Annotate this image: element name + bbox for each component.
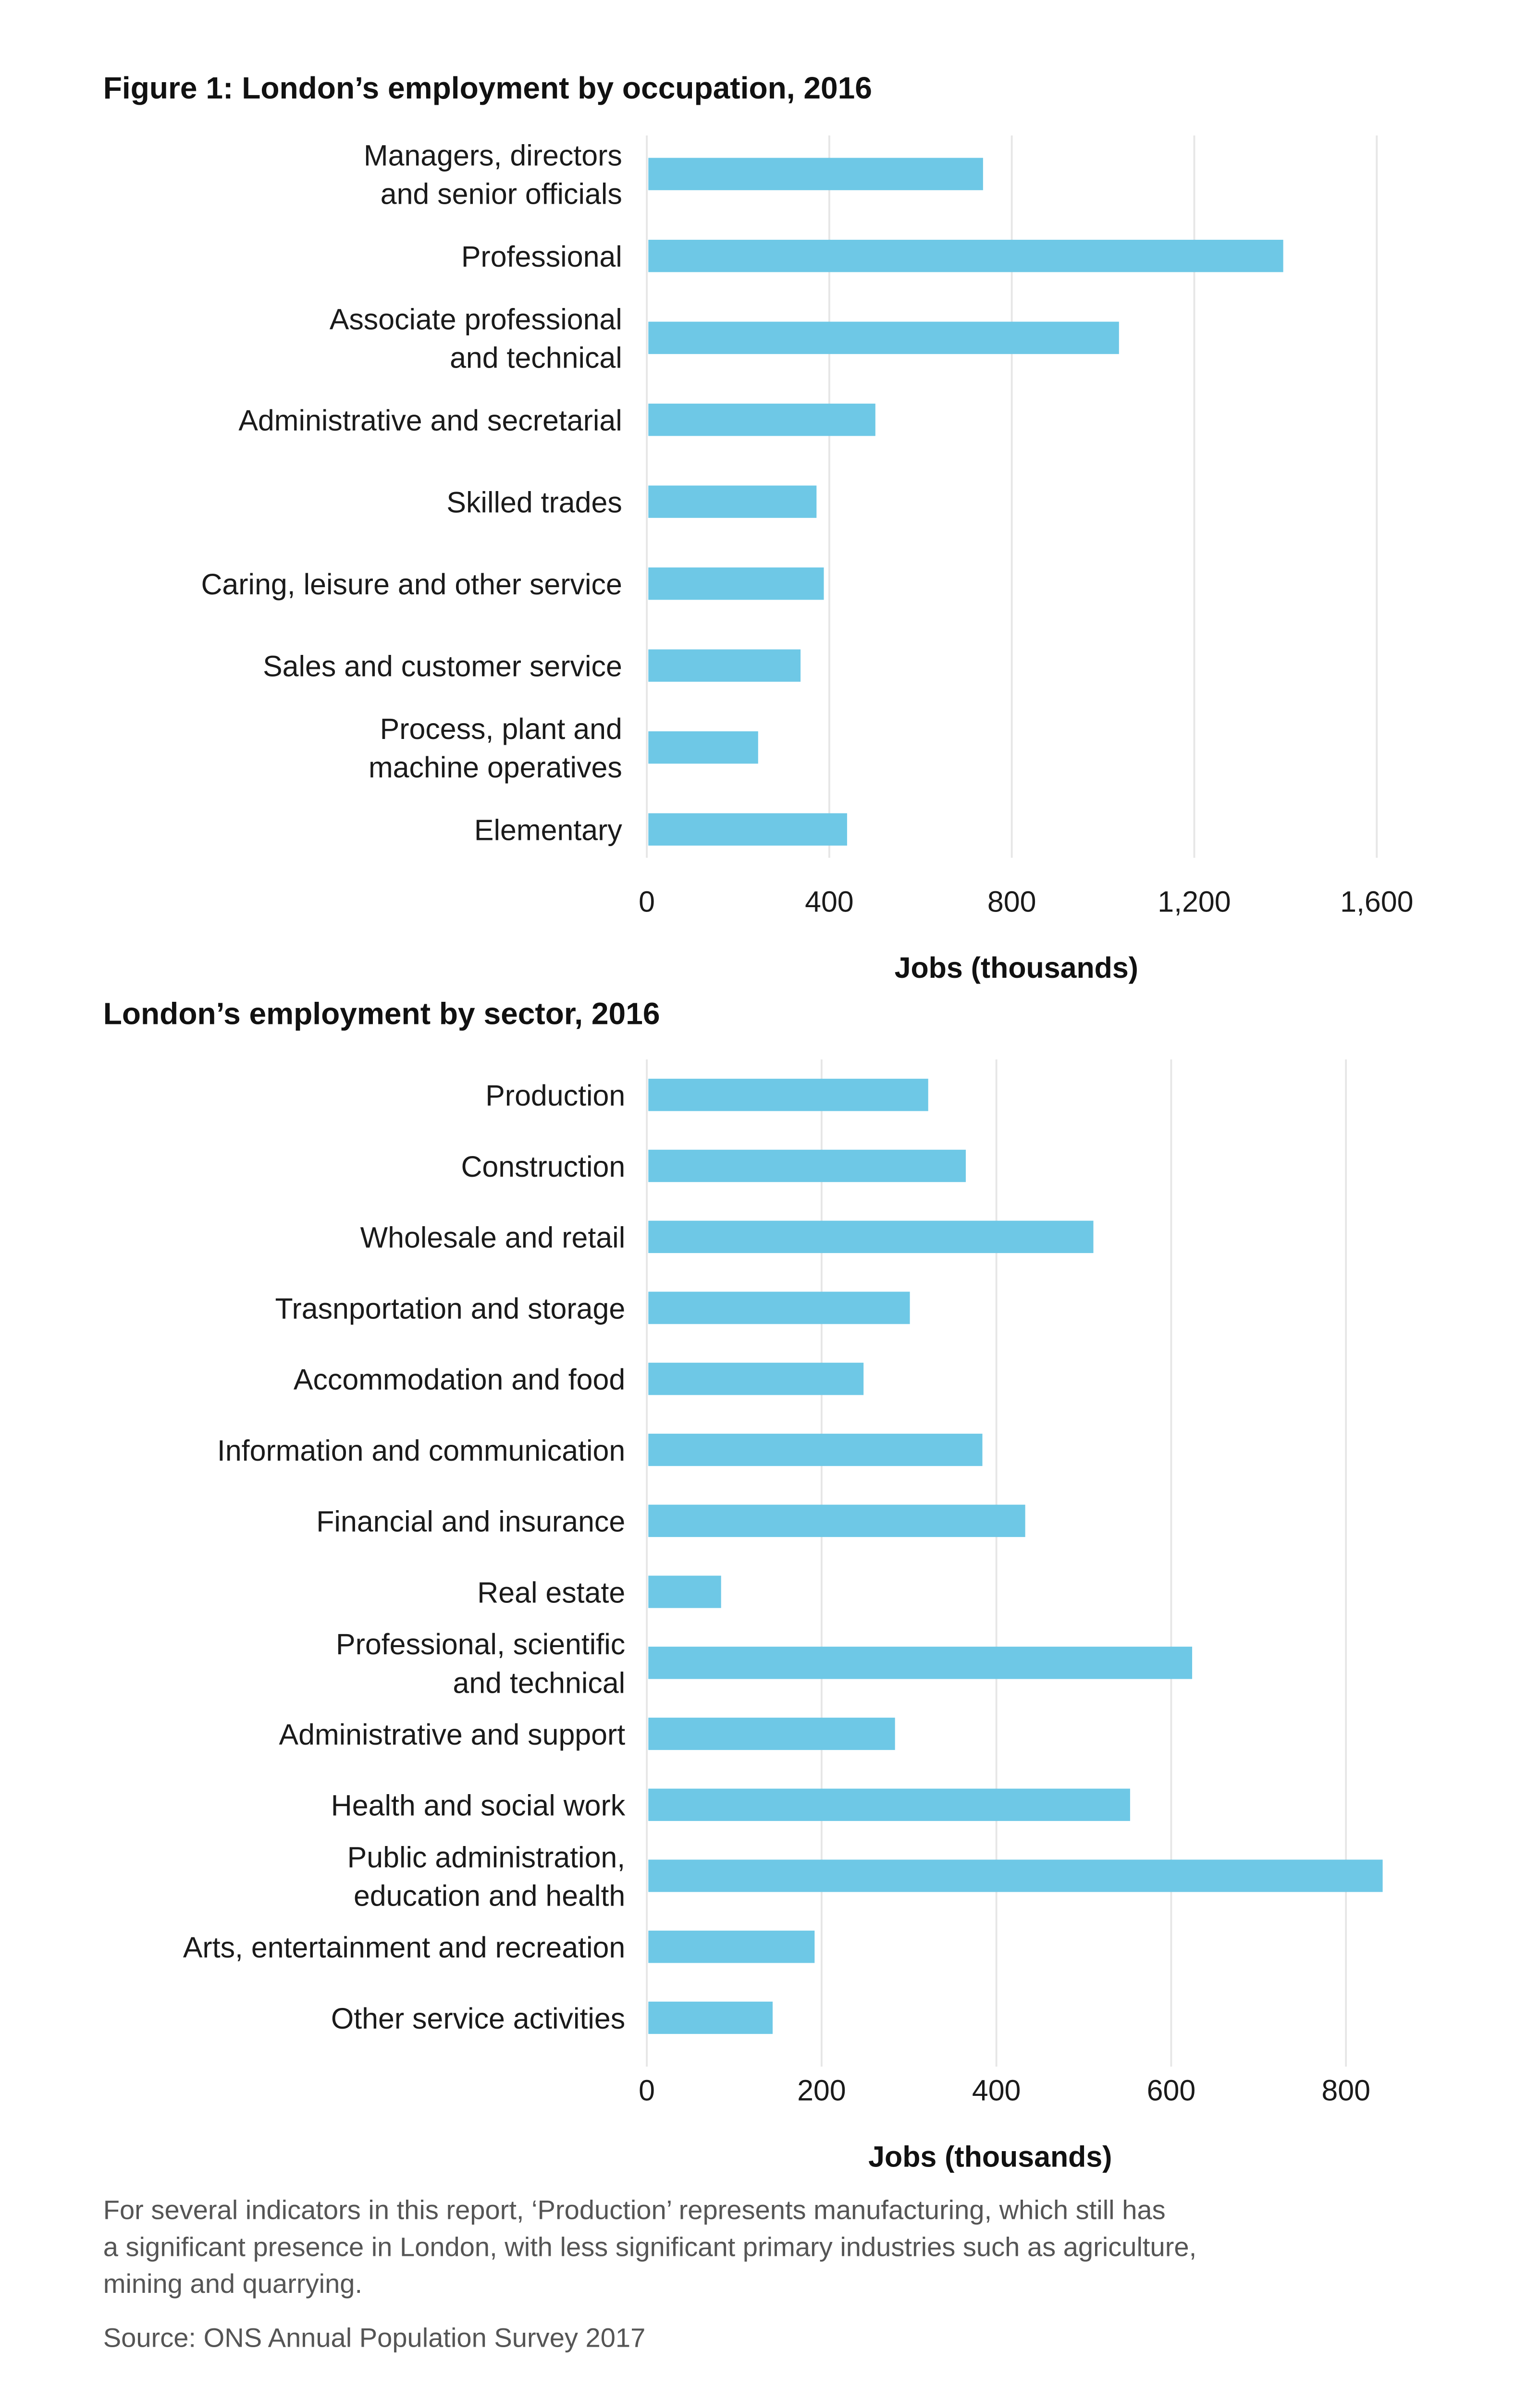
chart-2-title: London’s employment by sector, 2016 (103, 996, 660, 1031)
bar (648, 1292, 910, 1324)
bar (648, 1079, 928, 1111)
bar (648, 158, 983, 190)
x-tick-label: 1,600 (1340, 885, 1413, 918)
bar (648, 1220, 1094, 1253)
category-label: Public administration, (347, 1841, 626, 1873)
bar (648, 1788, 1130, 1821)
x-tick-label: 800 (987, 885, 1036, 918)
bar (648, 240, 1283, 272)
category-label: Production (485, 1079, 625, 1112)
bar (648, 649, 801, 682)
x-tick-label: 1,200 (1158, 885, 1231, 918)
chart-1-title: Figure 1: London’s employment by occupat… (103, 71, 872, 105)
bar (648, 1149, 966, 1182)
category-label: Trasnportation and storage (275, 1292, 626, 1325)
bar (648, 485, 817, 518)
bar (648, 1931, 815, 1963)
bar (648, 404, 875, 436)
bar (648, 1433, 983, 1466)
category-label: Arts, entertainment and recreation (183, 1931, 625, 1964)
category-label: Information and communication (217, 1434, 625, 1467)
category-label: Real estate (477, 1576, 625, 1609)
chart-1-x-axis-title: Jobs (thousands) (895, 951, 1138, 984)
x-tick-label: 600 (1147, 2074, 1196, 2107)
footnote-line-1: For several indicators in this report, ‘… (103, 2194, 1166, 2225)
bar (648, 1363, 864, 1395)
footnote-line-3: mining and quarrying. (103, 2268, 362, 2299)
bar (648, 1647, 1193, 1679)
source-note: Source: ONS Annual Population Survey 201… (103, 2322, 646, 2352)
bar (648, 813, 847, 846)
category-label: Skilled trades (446, 486, 622, 519)
category-label: and senior officials (381, 178, 622, 210)
sector-chart: 0 200 400 600 800 Production Construction Whole… (183, 1059, 1383, 2107)
category-label: education and health (354, 1880, 625, 1912)
category-label: Sales and customer service (263, 650, 622, 683)
x-tick-label: 400 (805, 885, 854, 918)
bar (648, 321, 1119, 354)
category-label: Financial and insurance (316, 1505, 625, 1538)
x-tick-label: 0 (639, 2074, 655, 2107)
category-label: Construction (461, 1150, 625, 1183)
bar (648, 2001, 773, 2034)
category-label: Professional, scientific (336, 1628, 625, 1661)
category-label: Wholesale and retail (360, 1221, 626, 1254)
category-label: and technical (450, 342, 622, 374)
category-label: Other service activities (331, 2002, 625, 2035)
category-label: Administrative and secretarial (238, 404, 622, 437)
category-label: Health and social work (331, 1789, 626, 1822)
category-label: and technical (453, 1666, 625, 1699)
bar (648, 731, 758, 764)
category-label: Caring, leisure and other service (201, 568, 622, 601)
category-label: Process, plant and (380, 713, 622, 745)
chart-2-x-axis-title: Jobs (thousands) (868, 2140, 1112, 2173)
footnote-line-2: a significant presence in London, with l… (103, 2231, 1196, 2262)
category-label: machine operatives (369, 751, 622, 784)
x-tick-label: 200 (797, 2074, 846, 2107)
category-label: Associate professional (330, 303, 622, 336)
bar (648, 1717, 895, 1750)
category-label: Managers, directors (364, 139, 622, 172)
bar (648, 567, 824, 600)
bar (648, 1504, 1025, 1537)
x-tick-label: 0 (639, 885, 655, 918)
x-tick-label: 800 (1321, 2074, 1370, 2107)
occupation-chart: 0 400 800 1,200 1,600 Managers, directors and … (201, 135, 1413, 918)
category-label: Professional (461, 240, 622, 273)
bar (648, 1575, 721, 1608)
category-label: Administrative and support (279, 1718, 625, 1751)
category-label: Accommodation and food (294, 1363, 625, 1396)
x-tick-label: 400 (972, 2074, 1021, 2107)
category-label: Elementary (474, 814, 622, 847)
bar (648, 1859, 1383, 1892)
